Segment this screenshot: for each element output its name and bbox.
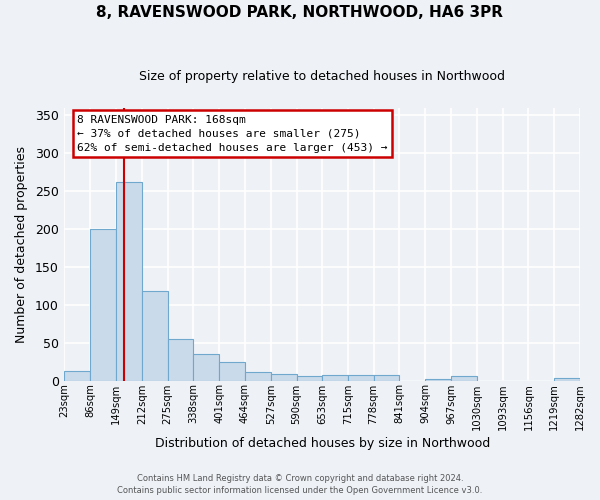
Bar: [116, 182, 142, 380]
Bar: [374, 375, 400, 380]
Text: Contains HM Land Registry data © Crown copyright and database right 2024.
Contai: Contains HM Land Registry data © Crown c…: [118, 474, 482, 495]
Bar: [64, 370, 90, 380]
Bar: [296, 376, 322, 380]
Bar: [271, 374, 296, 380]
Bar: [580, 379, 600, 380]
Bar: [554, 378, 580, 380]
Bar: [322, 375, 348, 380]
Bar: [193, 354, 219, 380]
X-axis label: Distribution of detached houses by size in Northwood: Distribution of detached houses by size …: [155, 437, 490, 450]
Y-axis label: Number of detached properties: Number of detached properties: [15, 146, 28, 342]
Bar: [142, 291, 167, 380]
Bar: [425, 379, 451, 380]
Title: Size of property relative to detached houses in Northwood: Size of property relative to detached ho…: [139, 70, 505, 83]
Bar: [451, 376, 477, 380]
Text: 8 RAVENSWOOD PARK: 168sqm
← 37% of detached houses are smaller (275)
62% of semi: 8 RAVENSWOOD PARK: 168sqm ← 37% of detac…: [77, 114, 388, 152]
Bar: [167, 339, 193, 380]
Text: 8, RAVENSWOOD PARK, NORTHWOOD, HA6 3PR: 8, RAVENSWOOD PARK, NORTHWOOD, HA6 3PR: [97, 5, 503, 20]
Bar: [245, 372, 271, 380]
Bar: [90, 229, 116, 380]
Bar: [348, 375, 374, 380]
Bar: [219, 362, 245, 380]
